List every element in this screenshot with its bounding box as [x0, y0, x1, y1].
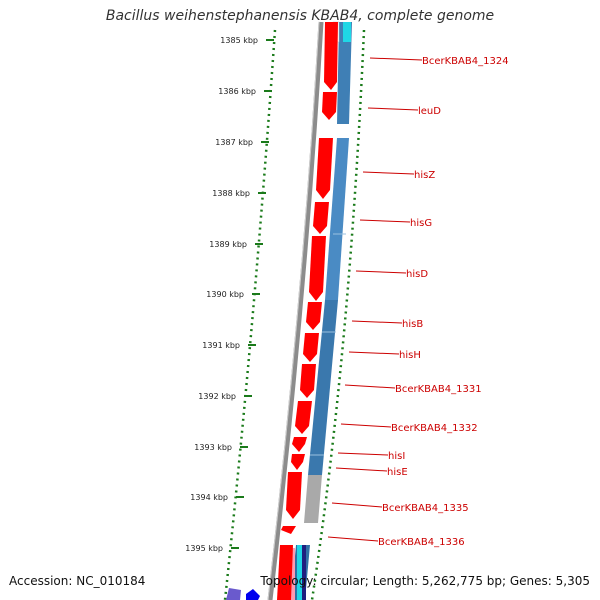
feature-strip-navy	[302, 545, 306, 600]
gene-leader-line	[335, 467, 388, 472]
gene-arrow-hisd	[309, 236, 326, 301]
gene-arrow-hisi	[292, 437, 307, 452]
inner-ring-feature	[246, 589, 260, 600]
feature-strip-pink	[290, 548, 295, 600]
genome-backbone-highlight	[267, 21, 320, 600]
gene-arrow-hisb	[306, 302, 322, 330]
gene-arrow-bcerkbab4-1335	[286, 472, 302, 519]
gene-label[interactable]: leuD	[418, 106, 441, 117]
kbp-tick-label: 1393 kbp	[194, 443, 232, 452]
gene-leader-line	[327, 536, 379, 542]
genome-backbone	[267, 21, 324, 600]
kbp-tick-label: 1395 kbp	[185, 544, 223, 553]
gene-label[interactable]: BcerKBAB4_1332	[391, 423, 478, 434]
gene-label[interactable]: hisZ	[414, 170, 435, 181]
gene-arrow-bcerkbab4-1324	[324, 22, 338, 90]
gene-leader-line	[337, 452, 389, 456]
kbp-tick-label: 1388 kbp	[212, 189, 250, 198]
feature-strip-cyan	[297, 545, 302, 600]
topology-text: Topology: circular; Length: 5,262,775 bp…	[260, 574, 590, 588]
kbp-tick-label: 1386 kbp	[218, 87, 256, 96]
kbp-tick-label: 1392 kbp	[198, 392, 236, 401]
outer-dotted-ring	[223, 29, 277, 600]
gene-arrow-bcerkbab4-1336	[281, 526, 296, 534]
gene-arrow-leud	[322, 92, 337, 120]
kbp-tick-label: 1394 kbp	[190, 493, 228, 502]
gene-leader-line	[331, 502, 383, 508]
blast-track-segment	[325, 138, 349, 300]
gene-arrow-next	[277, 545, 293, 600]
gene-leader-line	[348, 351, 400, 355]
kbp-tick-label: 1389 kbp	[209, 240, 247, 249]
genome-title: Bacillus weihenstephanensis KBAB4, compl…	[105, 8, 495, 24]
blast-track-segment	[308, 300, 338, 475]
feature-strip-cyan	[343, 22, 351, 42]
gene-label[interactable]: hisE	[387, 467, 408, 478]
gene-leader-line	[340, 423, 392, 428]
gene-arrow-hish	[303, 333, 319, 362]
gene-leader-line	[355, 270, 407, 274]
gene-leader-line	[351, 320, 403, 324]
gene-leader-line	[369, 57, 423, 61]
gene-label[interactable]: BcerKBAB4_1335	[382, 503, 469, 514]
gene-label[interactable]: hisD	[406, 269, 428, 280]
gene-label[interactable]: hisI	[388, 451, 405, 462]
gene-label[interactable]: hisB	[402, 319, 423, 330]
gene-arrow-bcerkbab4-1331	[300, 364, 316, 398]
blast-track-segment	[304, 475, 322, 523]
gene-leader-line	[362, 171, 415, 175]
gene-label[interactable]: BcerKBAB4_1324	[422, 56, 509, 67]
gene-arrow-hisz	[316, 138, 333, 199]
gene-label[interactable]: hisG	[410, 218, 432, 229]
gene-arrow-bcerkbab4-1332	[295, 401, 312, 434]
kbp-tick-label: 1390 kbp	[206, 290, 244, 299]
kbp-tick-label: 1391 kbp	[202, 341, 240, 350]
gene-arrow-hise	[291, 454, 305, 470]
kbp-tick-label: 1385 kbp	[220, 36, 258, 45]
gene-label[interactable]: BcerKBAB4_1336	[378, 537, 465, 548]
kbp-tick-label: 1387 kbp	[215, 138, 253, 147]
inner-ring-feature	[226, 588, 241, 600]
gene-leader-line	[344, 384, 396, 389]
gene-label[interactable]: hisH	[399, 350, 421, 361]
gene-leader-line	[359, 219, 411, 223]
accession-text: Accession: NC_010184	[9, 574, 146, 588]
gene-label[interactable]: BcerKBAB4_1331	[395, 384, 482, 395]
blast-track-segment	[337, 22, 352, 124]
gene-arrow-hisg	[313, 202, 329, 234]
gene-leader-line	[367, 107, 419, 111]
